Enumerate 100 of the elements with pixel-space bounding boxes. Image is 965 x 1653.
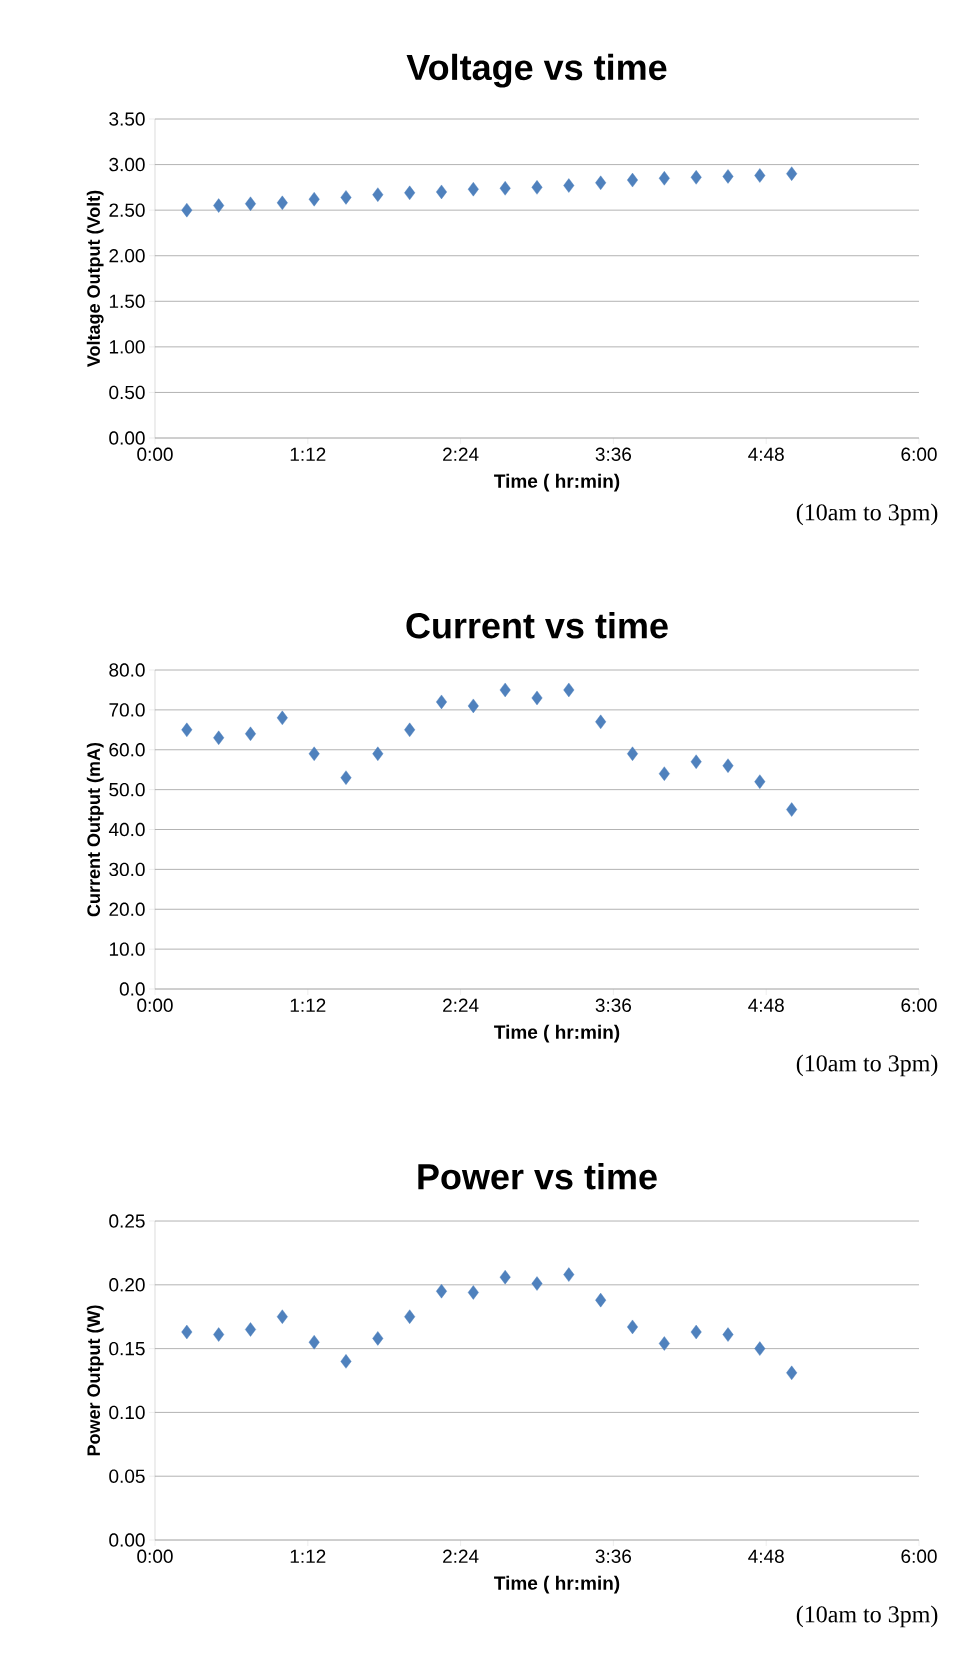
y-axis-title: Current Output (mA) [86,742,104,917]
y-tick-label: 0.50 [109,385,145,400]
chart-title: Current vs time [406,612,668,639]
y-tick-label: 2.00 [109,249,145,263]
point [467,1285,479,1300]
y-tick-label: 0.05 [109,1469,145,1483]
point [595,1292,607,1308]
x-tick-label: 3:36 [595,447,632,461]
x-axis-title: Time ( hr:min) [494,473,620,492]
x-tick-label: 0:00 [137,998,173,1012]
point [340,1354,352,1369]
x-tick-label: 6:00 [901,998,937,1012]
x-tick-label: 4:48 [748,447,784,461]
x-tick-label: 0:00 [137,447,173,461]
point [690,170,702,185]
text: (10am to 3pm) [796,1054,938,1077]
y-tick-label: 50.0 [109,782,145,797]
point [340,190,352,205]
point [563,682,575,698]
point [531,180,543,195]
point [754,168,766,183]
point [563,1267,575,1282]
point [404,722,416,738]
point [595,714,607,730]
y-tick-label: 20.0 [109,902,145,916]
point [531,690,543,706]
point [786,802,798,817]
y-tick-label: 0.25 [109,1214,145,1228]
y-tick-label: 0.10 [109,1405,145,1420]
point [658,766,670,781]
point [499,181,511,196]
y-tick-label: 0.0 [119,982,145,996]
point [404,185,416,201]
x-tick-label: 1:12 [290,998,326,1012]
x-tick-label: 6:00 [901,1549,937,1563]
x-tick-label: 2:24 [443,1549,479,1563]
x-tick-label: 3:36 [595,1549,632,1563]
chart-title: Voltage vs time [406,53,667,88]
x-tick-label: 0:00 [137,1549,173,1563]
y-tick-label: 0.15 [109,1341,145,1356]
x-axis-title: Time ( hr:min) [494,1575,620,1594]
text: (10am to 3pm) [796,503,938,526]
y-tick-label: 40.0 [108,822,145,837]
y-tick-label: 1.00 [109,340,145,354]
point [754,1341,766,1356]
x-tick-label: 2:24 [443,998,479,1012]
y-axis-title: Voltage Output (Volt) [86,190,104,368]
y-tick-label: 3.50 [109,112,145,126]
point [467,698,479,714]
y-tick-label: 0.00 [109,1533,145,1547]
y-tick-label: 2.50 [109,203,145,217]
point [245,196,256,211]
point [340,770,352,785]
point [627,746,638,761]
point [499,1269,511,1285]
point [308,1335,320,1350]
point [722,758,734,773]
y-tick-label: 80.0 [109,663,145,677]
y-tick-label: 30.0 [109,862,145,877]
point [595,175,607,191]
point [658,1336,670,1351]
x-tick-label: 6:00 [901,447,937,461]
y-tick-label: 3.00 [109,157,145,172]
y-axis-title: Power Output (W) [86,1305,104,1456]
point [531,1276,543,1291]
point [308,192,320,207]
point [404,1309,416,1324]
x-tick-label: 2:24 [443,447,479,461]
point [213,198,225,213]
x-tick-label: 4:48 [748,1549,784,1563]
text: (10am to 3pm) [796,1605,938,1628]
point [786,1365,798,1381]
y-tick-label: 10.0 [109,942,145,956]
point [181,1324,193,1340]
point [754,774,766,789]
chart-title: Power vs time [418,1163,657,1190]
point [563,178,575,193]
point [181,722,193,738]
point [690,754,702,769]
x-tick-label: 1:12 [290,447,326,461]
y-tick-label: 60.0 [109,743,145,757]
point [372,746,384,761]
point [245,1322,256,1337]
point [181,202,193,218]
point [467,181,479,197]
y-tick-label: 0.00 [109,431,145,445]
point [499,682,511,698]
point [276,195,288,211]
y-tick-label: 70.0 [109,703,145,717]
y-tick-label: 0.20 [109,1278,145,1292]
x-tick-label: 3:36 [595,998,632,1012]
x-tick-label: 1:12 [290,1549,326,1563]
point [276,710,288,726]
point [308,746,320,761]
x-tick-label: 4:48 [748,998,784,1012]
y-tick-label: 1.50 [109,294,145,309]
point [276,1309,288,1324]
point [372,1331,384,1346]
point [722,169,734,184]
point [213,730,225,745]
